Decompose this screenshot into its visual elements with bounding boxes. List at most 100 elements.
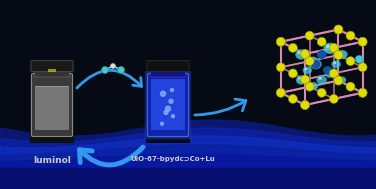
Ellipse shape (310, 58, 314, 60)
Circle shape (324, 66, 332, 74)
Ellipse shape (323, 67, 332, 74)
Ellipse shape (298, 77, 302, 80)
Ellipse shape (310, 84, 314, 86)
FancyArrowPatch shape (79, 147, 143, 165)
Circle shape (305, 82, 314, 91)
Text: UiO-67-bpydc⊃Co+Lu: UiO-67-bpydc⊃Co+Lu (130, 156, 215, 162)
Circle shape (169, 99, 173, 103)
Circle shape (276, 37, 285, 46)
Circle shape (329, 69, 338, 78)
Ellipse shape (318, 77, 322, 80)
Bar (146, 63, 190, 143)
Ellipse shape (310, 59, 321, 69)
Circle shape (358, 37, 367, 46)
FancyArrowPatch shape (195, 99, 246, 115)
Circle shape (288, 43, 297, 52)
FancyBboxPatch shape (147, 73, 190, 138)
Circle shape (161, 91, 165, 96)
Ellipse shape (317, 76, 327, 84)
Circle shape (329, 94, 338, 103)
Ellipse shape (304, 68, 308, 70)
Ellipse shape (339, 52, 343, 54)
Circle shape (334, 25, 343, 34)
Circle shape (305, 31, 314, 40)
Circle shape (334, 50, 343, 60)
FancyBboxPatch shape (144, 70, 191, 139)
Circle shape (276, 37, 285, 46)
Circle shape (276, 63, 285, 72)
Ellipse shape (326, 70, 335, 78)
FancyArrowPatch shape (77, 70, 141, 88)
Ellipse shape (326, 45, 330, 48)
Bar (35, 86, 69, 130)
Polygon shape (0, 136, 376, 189)
Text: luminol: luminol (33, 156, 71, 165)
FancyBboxPatch shape (32, 74, 73, 136)
Ellipse shape (325, 68, 328, 70)
Circle shape (164, 111, 168, 115)
Circle shape (312, 60, 320, 68)
Bar (151, 79, 185, 130)
Ellipse shape (309, 57, 318, 64)
Circle shape (358, 63, 367, 72)
Circle shape (355, 55, 363, 63)
Ellipse shape (317, 51, 326, 58)
Circle shape (346, 57, 355, 66)
Circle shape (334, 76, 343, 85)
FancyBboxPatch shape (145, 71, 191, 139)
Ellipse shape (297, 51, 302, 54)
Bar (35, 85, 69, 87)
Circle shape (346, 31, 355, 40)
Ellipse shape (327, 71, 330, 74)
Circle shape (300, 50, 309, 59)
Circle shape (358, 88, 367, 97)
Ellipse shape (332, 60, 341, 68)
Polygon shape (0, 168, 376, 189)
Polygon shape (0, 120, 376, 189)
Circle shape (334, 25, 343, 34)
FancyBboxPatch shape (147, 74, 188, 136)
Circle shape (117, 67, 124, 74)
Polygon shape (0, 145, 376, 189)
Circle shape (165, 106, 170, 111)
Circle shape (305, 57, 314, 66)
Ellipse shape (312, 61, 316, 64)
Circle shape (318, 50, 326, 59)
FancyBboxPatch shape (35, 68, 70, 77)
Ellipse shape (333, 62, 336, 64)
Circle shape (161, 122, 164, 125)
Circle shape (276, 88, 285, 97)
Circle shape (102, 67, 109, 74)
Circle shape (346, 82, 355, 91)
Circle shape (358, 88, 367, 97)
Circle shape (300, 101, 309, 109)
Circle shape (300, 101, 309, 109)
FancyBboxPatch shape (147, 60, 189, 71)
Circle shape (300, 50, 309, 59)
Circle shape (288, 94, 297, 103)
Circle shape (111, 64, 115, 68)
Circle shape (288, 69, 297, 78)
Circle shape (300, 75, 309, 84)
Circle shape (317, 88, 326, 97)
FancyBboxPatch shape (146, 71, 191, 139)
Ellipse shape (309, 82, 318, 90)
Ellipse shape (296, 50, 307, 60)
Circle shape (276, 88, 285, 97)
FancyBboxPatch shape (150, 68, 185, 77)
Circle shape (171, 115, 174, 118)
Circle shape (329, 43, 338, 52)
FancyBboxPatch shape (146, 72, 190, 138)
Ellipse shape (319, 52, 322, 54)
Circle shape (317, 37, 326, 46)
Ellipse shape (296, 76, 306, 84)
FancyBboxPatch shape (31, 60, 73, 71)
Ellipse shape (337, 50, 347, 59)
Ellipse shape (338, 77, 346, 83)
Circle shape (170, 88, 173, 91)
Bar (30, 63, 74, 143)
Circle shape (334, 76, 343, 85)
Ellipse shape (324, 43, 337, 54)
Polygon shape (0, 154, 376, 189)
Ellipse shape (340, 78, 342, 80)
